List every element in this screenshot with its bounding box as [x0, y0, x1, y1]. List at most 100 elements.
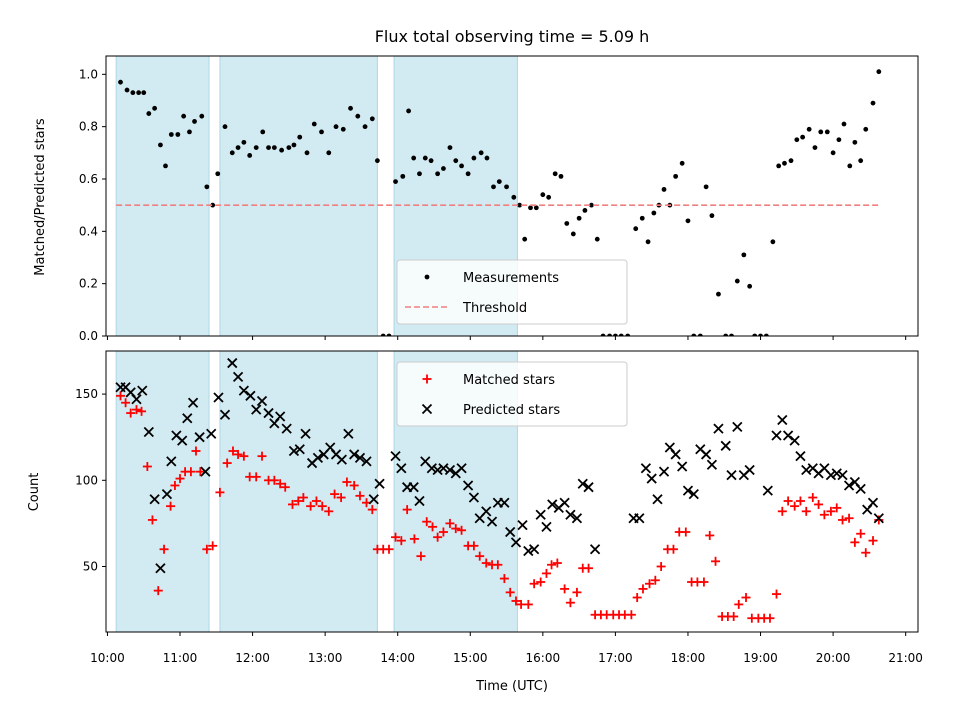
measurement-point — [146, 111, 152, 116]
predicted-star-point — [831, 468, 842, 479]
legend-label: Threshold — [462, 301, 527, 316]
matched-star-point — [699, 577, 709, 587]
measurement-point — [362, 124, 368, 130]
measurement-point — [333, 124, 339, 130]
x-tick-label: 15:00 — [453, 651, 488, 665]
measurement-point — [459, 163, 464, 169]
measurement-point — [697, 333, 703, 336]
measurement-point — [709, 213, 715, 219]
matched-star-point — [422, 517, 432, 527]
predicted-star-point — [343, 428, 354, 439]
measurement-point — [428, 158, 434, 164]
measurement-point — [141, 90, 147, 96]
matched-star-point — [771, 589, 781, 599]
measurement-point — [380, 333, 386, 336]
measurement-point — [703, 184, 709, 190]
x-tick-label: 21:00 — [888, 651, 923, 665]
matched-star-point — [175, 474, 185, 484]
matched-star-point — [355, 491, 365, 501]
matched-star-point — [541, 568, 551, 578]
measurement-point — [673, 173, 679, 179]
matched-star-point — [814, 499, 824, 509]
measurement-point — [794, 137, 800, 143]
predicted-star-point — [782, 430, 794, 441]
predicted-star-point — [795, 451, 806, 462]
matched-star-point — [681, 527, 691, 537]
matched-star-point — [808, 493, 818, 503]
matched-star-point — [832, 503, 842, 513]
top-shaded-interval — [219, 55, 378, 337]
measurement-point — [229, 150, 235, 156]
bottom-shaded-interval — [115, 350, 210, 633]
measurement-point — [576, 215, 582, 221]
predicted-star-point — [200, 466, 211, 477]
predicted-star-point — [213, 392, 224, 403]
measurement-point — [304, 150, 310, 156]
predicted-star-point — [187, 397, 199, 408]
measurement-point — [417, 171, 422, 177]
predicted-star-point — [137, 385, 148, 396]
predicted-star-point — [499, 497, 510, 508]
measurement-point — [441, 166, 446, 171]
matched-star-point — [868, 536, 878, 546]
predicted-star-point — [143, 426, 154, 438]
matched-star-point — [287, 499, 297, 509]
measurement-point — [582, 207, 588, 213]
legend-label: Measurements — [463, 271, 559, 286]
matched-star-point — [856, 529, 866, 539]
measurement-point — [118, 79, 123, 85]
measurement-point — [651, 210, 657, 216]
predicted-star-point — [426, 463, 437, 474]
matched-star-point — [795, 496, 805, 506]
bottom-y-tick-label: 150 — [75, 387, 98, 401]
measurement-point — [210, 202, 216, 208]
measurement-point — [552, 171, 558, 177]
matched-star-point — [121, 398, 131, 408]
matched-star-point — [280, 482, 290, 492]
x-tick-label: 19:00 — [743, 651, 778, 665]
predicted-star-point — [589, 544, 601, 555]
matched-star-point — [552, 558, 562, 568]
measurement-point — [836, 137, 842, 143]
matched-star-point — [131, 405, 141, 415]
predicted-star-point — [155, 563, 166, 574]
measurement-point — [600, 333, 606, 336]
predicted-star-point — [843, 480, 855, 491]
measurement-point — [546, 194, 552, 200]
measurement-point — [484, 155, 490, 161]
predicted-star-point — [523, 545, 534, 557]
measurement-point — [558, 173, 564, 179]
matched-star-point — [222, 458, 232, 468]
measurement-point — [570, 231, 576, 237]
predicted-star-point — [390, 451, 401, 462]
matched-star-point — [391, 532, 401, 542]
matched-star-point — [116, 391, 126, 401]
matched-star-point — [711, 556, 721, 566]
x-tick-label: 18:00 — [671, 651, 706, 665]
matched-star-point — [523, 599, 533, 609]
predicted-star-point — [682, 485, 694, 496]
matched-star-point — [850, 537, 860, 547]
measurement-point — [152, 105, 158, 111]
measurement-point — [311, 121, 317, 127]
measurement-point — [763, 333, 769, 336]
predicted-star-point — [219, 409, 231, 420]
matched-star-point — [481, 558, 491, 568]
matched-star-point — [838, 515, 848, 525]
predicted-star-point — [206, 428, 217, 439]
bottom-plot-area — [115, 357, 884, 623]
measurement-point — [192, 119, 197, 124]
measurement-point — [504, 184, 509, 190]
predicted-star-point — [837, 469, 848, 481]
predicted-star-point — [677, 461, 688, 472]
measurement-point — [393, 179, 398, 185]
measurement-point — [130, 90, 136, 96]
matched-star-point — [445, 518, 455, 528]
matched-star-point — [584, 563, 594, 573]
measurement-point — [319, 129, 324, 135]
matched-star-point — [547, 560, 557, 570]
matched-star-point — [844, 513, 854, 523]
predicted-star-point — [349, 449, 360, 460]
matched-star-point — [741, 593, 751, 603]
